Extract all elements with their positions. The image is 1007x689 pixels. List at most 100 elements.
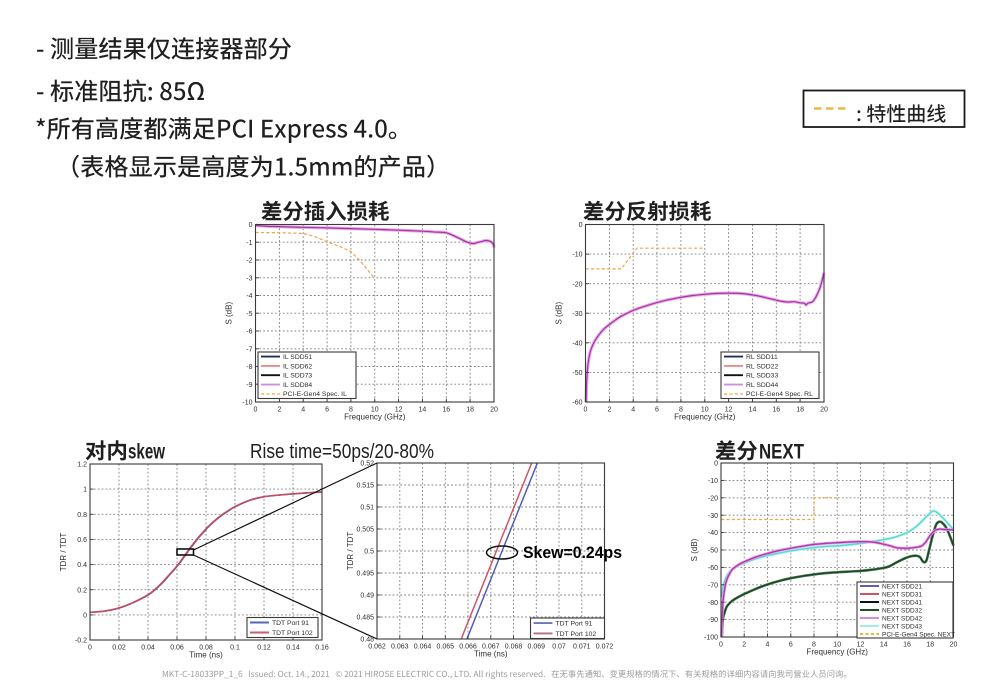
svg-text:-80: -80 — [708, 600, 718, 607]
svg-text:0: 0 — [714, 461, 718, 468]
svg-text:-30: -30 — [572, 311, 582, 318]
svg-text:-0.2: -0.2 — [75, 638, 87, 645]
svg-text:0.2: 0.2 — [77, 587, 87, 594]
svg-text:RL SDD33: RL SDD33 — [746, 373, 778, 380]
svg-text:NEXT SDD21: NEXT SDD21 — [882, 583, 922, 590]
svg-text:TDT Port 102: TDT Port 102 — [556, 631, 597, 638]
svg-text:0.495: 0.495 — [356, 571, 374, 578]
svg-text:Frequency (GHz): Frequency (GHz) — [807, 648, 869, 657]
svg-text:TDR / TDT: TDR / TDT — [59, 533, 68, 572]
svg-text:0: 0 — [83, 613, 87, 620]
svg-text:-10: -10 — [572, 252, 582, 259]
svg-text:-60: -60 — [708, 565, 718, 572]
svg-text:0.04: 0.04 — [141, 645, 155, 652]
svg-text:6: 6 — [789, 642, 793, 649]
svg-text:RL SDD11: RL SDD11 — [746, 354, 778, 361]
svg-text:2: 2 — [742, 642, 746, 649]
svg-text:0.5: 0.5 — [364, 549, 374, 556]
svg-text:NEXT: NEXT — [759, 441, 804, 464]
svg-text:skew: skew — [128, 441, 165, 464]
svg-text:0.515: 0.515 — [356, 483, 374, 490]
svg-text:0: 0 — [88, 645, 92, 652]
svg-text:8: 8 — [679, 407, 683, 414]
svg-text:-50: -50 — [572, 370, 582, 377]
svg-text:-8: -8 — [246, 364, 252, 371]
svg-text:16: 16 — [903, 642, 911, 649]
svg-text:IL SDD84: IL SDD84 — [283, 382, 312, 389]
svg-text:20: 20 — [490, 407, 498, 414]
svg-text:0.066: 0.066 — [459, 644, 477, 651]
svg-text:Time (ns): Time (ns) — [189, 651, 223, 660]
svg-text:20: 20 — [820, 407, 828, 414]
svg-text:-3: -3 — [246, 275, 252, 282]
svg-text:IL SDD73: IL SDD73 — [283, 373, 312, 380]
svg-text:S (dB): S (dB) — [555, 302, 564, 325]
svg-text:16: 16 — [772, 407, 780, 414]
svg-text:14: 14 — [419, 407, 427, 414]
svg-text:0.068: 0.068 — [505, 644, 523, 651]
svg-text:IL SDD51: IL SDD51 — [283, 354, 312, 361]
svg-text:1.2: 1.2 — [77, 462, 87, 469]
svg-text:Time (ns): Time (ns) — [474, 650, 508, 659]
svg-text:0.6: 0.6 — [77, 537, 87, 544]
svg-text:0.064: 0.064 — [414, 644, 432, 651]
svg-text:-90: -90 — [708, 617, 718, 624]
svg-text:16: 16 — [442, 407, 450, 414]
svg-text:PCI-E-Gen4 Spec. RL: PCI-E-Gen4 Spec. RL — [746, 391, 813, 398]
svg-text:-4: -4 — [246, 293, 252, 300]
svg-text:-7: -7 — [246, 346, 252, 353]
svg-text:0.12: 0.12 — [257, 645, 271, 652]
svg-text:8: 8 — [812, 642, 816, 649]
svg-text:20: 20 — [950, 642, 958, 649]
svg-text:0.49: 0.49 — [360, 593, 374, 600]
svg-text:Frequency (GHz): Frequency (GHz) — [344, 413, 406, 422]
svg-text:-60: -60 — [572, 400, 582, 407]
svg-text:0.8: 0.8 — [77, 512, 87, 519]
svg-text:18: 18 — [796, 407, 804, 414]
svg-text:8: 8 — [349, 407, 353, 414]
svg-text:0: 0 — [719, 642, 723, 649]
svg-text:0.072: 0.072 — [596, 644, 614, 651]
svg-text:0.069: 0.069 — [528, 644, 546, 651]
svg-text:0.065: 0.065 — [437, 644, 455, 651]
svg-text:10: 10 — [833, 642, 841, 649]
svg-text:TDT Port 102: TDT Port 102 — [272, 630, 313, 637]
svg-text:PCI-E-Gen4 Spec. IL: PCI-E-Gen4 Spec. IL — [283, 391, 347, 398]
svg-text:-70: -70 — [708, 582, 718, 589]
svg-text:-20: -20 — [708, 495, 718, 502]
svg-text:0.062: 0.062 — [368, 644, 386, 651]
svg-text:0.071: 0.071 — [573, 644, 591, 651]
svg-text:12: 12 — [395, 407, 403, 414]
svg-text:2: 2 — [607, 407, 611, 414]
svg-text:0: 0 — [579, 222, 583, 229]
svg-text:0.07: 0.07 — [552, 644, 566, 651]
svg-text:PCI-E-Gen4 Spec. NEXT: PCI-E-Gen4 Spec. NEXT — [882, 631, 955, 638]
svg-text:0: 0 — [584, 407, 588, 414]
svg-text:-50: -50 — [708, 548, 718, 555]
svg-text:-1: -1 — [246, 240, 252, 247]
svg-text:TDR / TDT: TDR / TDT — [346, 532, 355, 571]
svg-text:0.16: 0.16 — [315, 645, 329, 652]
svg-text:0.485: 0.485 — [356, 615, 374, 622]
svg-text:S (dB): S (dB) — [225, 302, 234, 325]
svg-text:0: 0 — [249, 222, 253, 229]
svg-text:-40: -40 — [708, 530, 718, 537]
svg-text:14: 14 — [880, 642, 888, 649]
svg-text:12: 12 — [725, 407, 733, 414]
svg-text:Skew=0.24ps: Skew=0.24ps — [523, 544, 622, 562]
svg-text:0: 0 — [254, 407, 258, 414]
svg-text:NEXT SDD43: NEXT SDD43 — [882, 623, 922, 630]
svg-text:-100: -100 — [704, 635, 718, 642]
svg-text:0.505: 0.505 — [356, 527, 374, 534]
svg-text:-40: -40 — [572, 340, 582, 347]
svg-text:RL SDD22: RL SDD22 — [746, 363, 778, 370]
svg-text:NEXT SDD32: NEXT SDD32 — [882, 607, 922, 614]
svg-text:NEXT SDD31: NEXT SDD31 — [882, 591, 922, 598]
svg-text:2: 2 — [277, 407, 281, 414]
svg-text:0.52: 0.52 — [360, 461, 374, 468]
svg-text:-6: -6 — [246, 329, 252, 336]
svg-text:NEXT SDD42: NEXT SDD42 — [882, 615, 922, 622]
svg-text:0.14: 0.14 — [286, 645, 300, 652]
svg-text:-10: -10 — [242, 400, 252, 407]
svg-text:0.063: 0.063 — [391, 644, 409, 651]
